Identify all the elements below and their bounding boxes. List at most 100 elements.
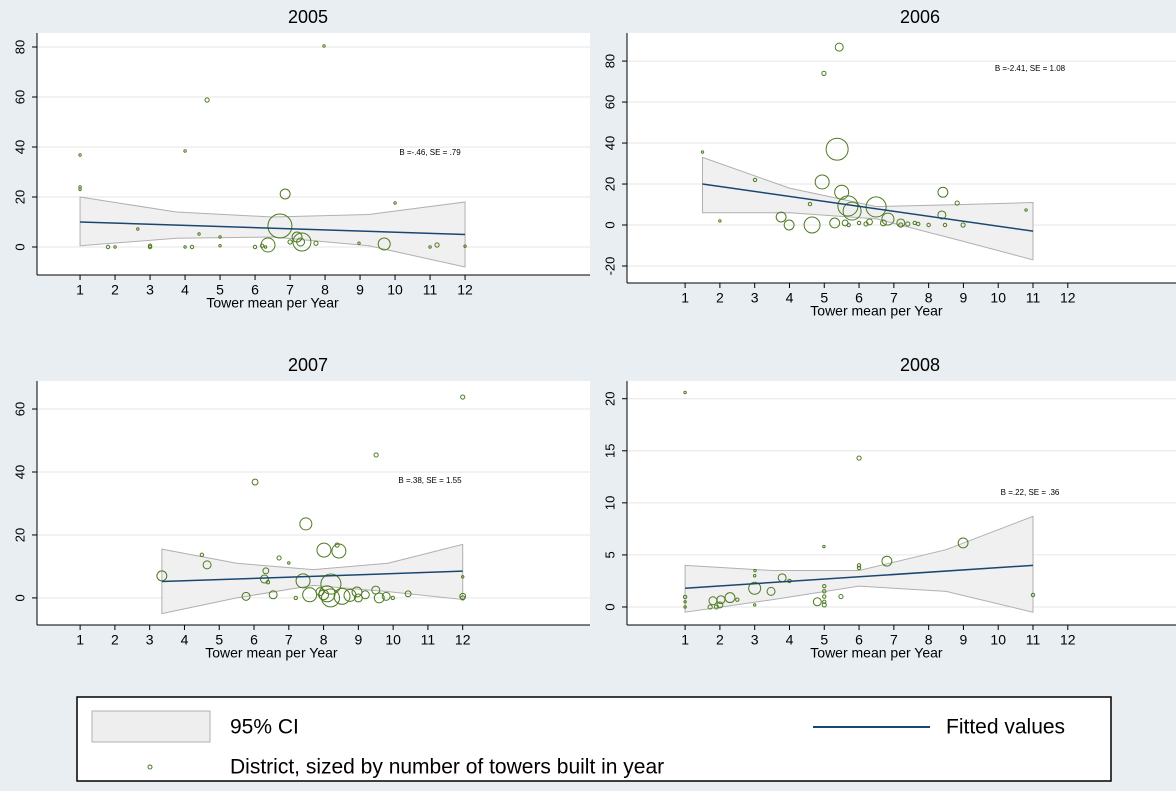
y-tick-label: 0 <box>602 603 617 610</box>
district-point <box>276 555 282 561</box>
legend-label: District, sized by number of towers buil… <box>230 756 664 779</box>
district-point <box>197 232 201 236</box>
district-point <box>822 599 827 604</box>
district-point <box>700 150 705 154</box>
district-point <box>259 243 265 248</box>
district-point <box>373 592 385 604</box>
x-tick-label: 3 <box>751 632 759 648</box>
x-tick-label: 6 <box>855 632 863 648</box>
x-tick-label: 2 <box>716 632 724 648</box>
y-tick-label: 40 <box>12 465 27 479</box>
district-point <box>807 201 813 207</box>
y-tick-label: 5 <box>602 551 617 558</box>
fit-line <box>702 183 1034 232</box>
x-tick-label: 1 <box>681 290 689 306</box>
district-point <box>113 245 117 249</box>
district-point <box>683 600 687 604</box>
annotation: B =-.46, SE = .79 <box>399 148 461 157</box>
y-tick-label: 20 <box>602 177 617 191</box>
y-tick-label: 0 <box>12 243 27 250</box>
x-tick-label: 4 <box>786 290 794 306</box>
x-tick-label: 9 <box>960 290 968 306</box>
district-point <box>183 245 187 249</box>
legend-label: Fitted values <box>946 716 1065 739</box>
y-tick-label: 20 <box>12 190 27 204</box>
x-tick-label: 3 <box>146 282 154 298</box>
district-point <box>735 597 740 602</box>
x-tick-label: 7 <box>890 632 898 648</box>
district-point <box>707 604 713 610</box>
district-point <box>752 574 757 578</box>
district-point <box>460 595 466 601</box>
x-tick-label: 5 <box>216 282 224 298</box>
district-point <box>322 44 326 48</box>
y-tick-label: 0 <box>12 594 27 601</box>
district-point <box>863 221 869 227</box>
x-tick-label: 2 <box>111 632 119 648</box>
x-tick-label: 8 <box>321 282 329 298</box>
panel-title: 2005 <box>288 7 328 27</box>
x-tick-label: 2 <box>716 290 724 306</box>
district-point <box>683 390 687 395</box>
district-point <box>1030 592 1036 598</box>
district-point <box>866 218 873 226</box>
y-tick-label: 0 <box>602 221 617 228</box>
x-tick-label: 12 <box>455 632 471 648</box>
x-tick-label: 4 <box>181 282 189 298</box>
district-point <box>822 544 826 549</box>
y-tick-label: 20 <box>12 528 27 542</box>
x-tick-label: 1 <box>76 632 84 648</box>
x-axis-label: Tower mean per Year <box>810 645 943 661</box>
district-point <box>682 594 688 600</box>
x-tick-label: 1 <box>76 282 84 298</box>
plot-area <box>627 33 1176 283</box>
district-point <box>318 585 336 603</box>
district-point <box>916 221 921 227</box>
district-point <box>260 237 276 253</box>
district-point <box>821 70 827 76</box>
district-point <box>218 235 222 239</box>
legend-box <box>76 696 1112 782</box>
district-point <box>302 587 318 603</box>
legend-point-swatch <box>147 764 153 770</box>
district-point <box>357 241 361 245</box>
district-point <box>812 597 822 607</box>
district-point <box>856 563 862 568</box>
x-tick-label: 8 <box>925 290 933 306</box>
x-axis-label: Tower mean per Year <box>810 303 943 319</box>
district-point <box>189 244 195 250</box>
y-tick-label: 15 <box>602 444 617 458</box>
district-point <box>199 552 205 557</box>
district-point <box>390 595 395 601</box>
district-point <box>960 222 966 228</box>
x-tick-label: 11 <box>423 282 438 298</box>
x-tick-label: 7 <box>285 632 293 648</box>
y-tick-label: 10 <box>602 496 617 510</box>
district-point <box>748 581 762 595</box>
x-tick-label: 10 <box>385 632 401 648</box>
district-point <box>377 237 391 251</box>
district-point <box>829 217 841 229</box>
district-point <box>905 221 911 227</box>
district-point <box>683 605 687 609</box>
district-point <box>942 222 948 228</box>
y-tick-label: 60 <box>12 402 27 416</box>
fit-line <box>80 221 466 236</box>
district-point <box>937 186 949 198</box>
y-tick-label: 20 <box>602 391 617 405</box>
district-point <box>296 237 306 247</box>
district-point <box>373 452 379 458</box>
district-point <box>834 42 844 52</box>
district-point <box>393 201 397 205</box>
x-tick-label: 4 <box>786 632 794 648</box>
district-point <box>202 560 212 570</box>
x-tick-label: 8 <box>320 632 328 648</box>
x-tick-label: 7 <box>890 290 898 306</box>
district-point <box>822 589 827 594</box>
x-tick-label: 2 <box>111 282 119 298</box>
district-point <box>287 239 293 245</box>
district-point <box>313 240 319 246</box>
fit-line <box>161 570 463 583</box>
x-tick-label: 12 <box>1060 632 1076 648</box>
x-tick-label: 9 <box>354 632 362 648</box>
